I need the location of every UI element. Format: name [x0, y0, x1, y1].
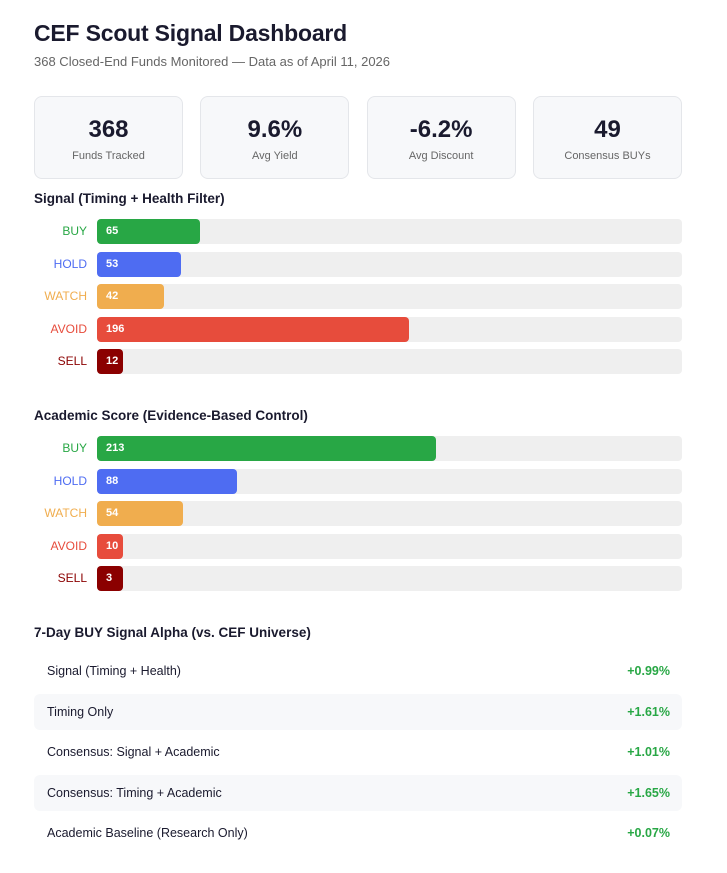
- stat-card-avg-yield: 9.6% Avg Yield: [200, 96, 349, 179]
- bar-label-sell: SELL: [34, 349, 87, 374]
- dashboard-page: CEF Scout Signal Dashboard 368 Closed-En…: [0, 0, 727, 873]
- bar-track: [97, 566, 682, 591]
- bar-row-hold: HOLD 88: [34, 469, 682, 494]
- bar-value-buy: 65: [106, 219, 118, 244]
- bar-row-sell: SELL 3: [34, 566, 682, 591]
- bar-label-hold: HOLD: [34, 252, 87, 277]
- bar-value-buy: 213: [106, 436, 124, 461]
- stat-value: -6.2%: [368, 116, 515, 144]
- bar-track: [97, 219, 682, 244]
- alpha-row-name: Academic Baseline (Research Only): [47, 826, 248, 840]
- stats-row: 368 Funds Tracked 9.6% Avg Yield -6.2% A…: [34, 96, 682, 179]
- academic-chart-title: Academic Score (Evidence-Based Control): [34, 408, 308, 423]
- alpha-row-name: Signal (Timing + Health): [47, 664, 181, 678]
- bar-label-avoid: AVOID: [34, 534, 87, 559]
- alpha-row-value: +1.65%: [627, 786, 670, 800]
- alpha-row: Consensus: Signal + Academic +1.01%: [34, 734, 682, 770]
- page-title: CEF Scout Signal Dashboard: [34, 20, 347, 47]
- bar-label-watch: WATCH: [34, 284, 87, 309]
- bar-label-buy: BUY: [34, 219, 87, 244]
- alpha-table: Signal (Timing + Health) +0.99% Timing O…: [34, 653, 682, 856]
- bar-row-buy: BUY 65: [34, 219, 682, 244]
- alpha-row: Signal (Timing + Health) +0.99%: [34, 653, 682, 689]
- bar-track: [97, 317, 682, 342]
- bar-track: [97, 284, 682, 309]
- alpha-row: Consensus: Timing + Academic +1.65%: [34, 775, 682, 811]
- bar-track: [97, 252, 682, 277]
- stat-value: 9.6%: [201, 116, 348, 144]
- stat-card-funds-tracked: 368 Funds Tracked: [34, 96, 183, 179]
- stat-value: 49: [534, 116, 681, 144]
- stat-label: Avg Discount: [368, 150, 515, 162]
- stat-label: Avg Yield: [201, 150, 348, 162]
- bar-buy: [97, 436, 436, 461]
- alpha-row-value: +1.61%: [627, 705, 670, 719]
- bar-value-watch: 42: [106, 284, 118, 309]
- alpha-row: Academic Baseline (Research Only) +0.07%: [34, 815, 682, 851]
- alpha-row-name: Timing Only: [47, 705, 113, 719]
- bar-value-hold: 53: [106, 252, 118, 277]
- bar-label-watch: WATCH: [34, 501, 87, 526]
- alpha-row: Timing Only +1.61%: [34, 694, 682, 730]
- stat-card-avg-discount: -6.2% Avg Discount: [367, 96, 516, 179]
- bar-row-hold: HOLD 53: [34, 252, 682, 277]
- bar-avoid: [97, 317, 409, 342]
- stat-label: Funds Tracked: [35, 150, 182, 162]
- bar-row-watch: WATCH 54: [34, 501, 682, 526]
- alpha-table-title: 7-Day BUY Signal Alpha (vs. CEF Universe…: [34, 625, 311, 640]
- bar-label-hold: HOLD: [34, 469, 87, 494]
- bar-row-sell: SELL 12: [34, 349, 682, 374]
- bar-track: [97, 501, 682, 526]
- stat-value: 368: [35, 116, 182, 144]
- bar-label-buy: BUY: [34, 436, 87, 461]
- alpha-row-name: Consensus: Signal + Academic: [47, 745, 220, 759]
- stat-label: Consensus BUYs: [534, 150, 681, 162]
- bar-row-buy: BUY 213: [34, 436, 682, 461]
- bar-label-avoid: AVOID: [34, 317, 87, 342]
- bar-label-sell: SELL: [34, 566, 87, 591]
- page-subtitle: 368 Closed-End Funds Monitored — Data as…: [34, 54, 390, 69]
- bar-track: [97, 469, 682, 494]
- bar-track: [97, 436, 682, 461]
- bar-row-avoid: AVOID 10: [34, 534, 682, 559]
- stat-card-consensus-buys: 49 Consensus BUYs: [533, 96, 682, 179]
- bar-value-sell: 3: [106, 566, 112, 591]
- bar-row-avoid: AVOID 196: [34, 317, 682, 342]
- bar-track: [97, 349, 682, 374]
- alpha-row-value: +0.99%: [627, 664, 670, 678]
- bar-value-sell: 12: [106, 349, 118, 374]
- alpha-row-value: +1.01%: [627, 745, 670, 759]
- signal-chart-title: Signal (Timing + Health Filter): [34, 191, 225, 206]
- alpha-row-name: Consensus: Timing + Academic: [47, 786, 222, 800]
- bar-value-avoid: 10: [106, 534, 118, 559]
- academic-bar-chart: BUY 213 HOLD 88 WATCH 54 AVOID 10 SELL 3: [34, 436, 682, 599]
- bar-row-watch: WATCH 42: [34, 284, 682, 309]
- bar-value-hold: 88: [106, 469, 118, 494]
- bar-value-avoid: 196: [106, 317, 124, 342]
- signal-bar-chart: BUY 65 HOLD 53 WATCH 42 AVOID 196 SELL 12: [34, 219, 682, 382]
- alpha-row-value: +0.07%: [627, 826, 670, 840]
- bar-track: [97, 534, 682, 559]
- bar-value-watch: 54: [106, 501, 118, 526]
